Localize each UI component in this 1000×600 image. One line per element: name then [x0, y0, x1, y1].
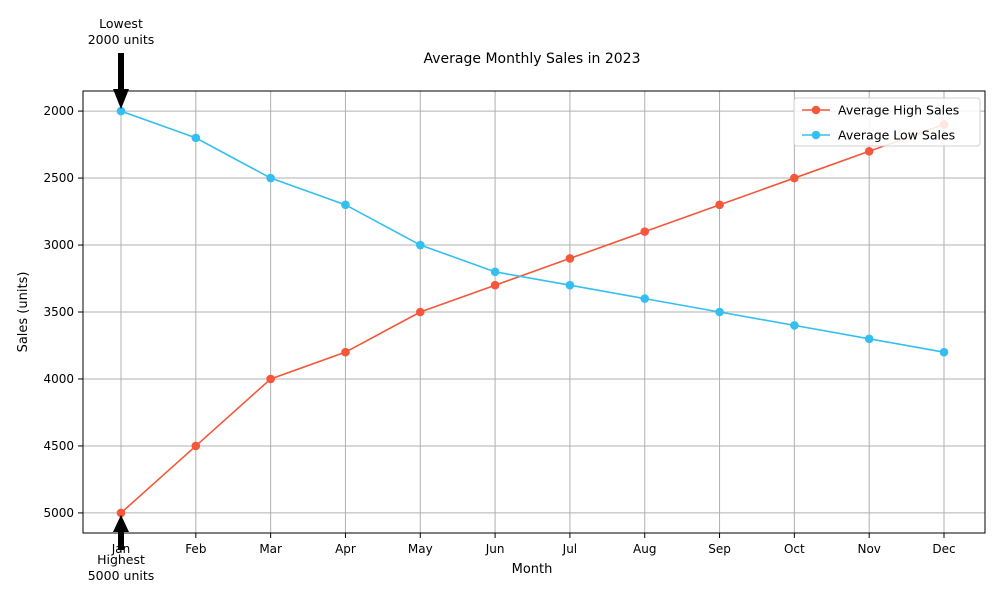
series-0-point — [640, 227, 650, 236]
series-0-point — [266, 374, 275, 384]
x-tick-label: Oct — [784, 542, 805, 556]
x-tick-label: Nov — [857, 542, 880, 556]
x-tick-label: Jul — [562, 542, 577, 556]
chart-title: Average Monthly Sales in 2023 — [424, 51, 641, 67]
series-1-point — [640, 294, 650, 303]
legend-label: Average Low Sales — [838, 128, 955, 143]
annotation-label: 5000 units — [88, 568, 155, 583]
series-1-point — [864, 334, 874, 344]
x-tick-label: Sep — [708, 542, 731, 556]
annotation-label: Lowest — [99, 16, 143, 31]
y-tick-label: 3500 — [43, 305, 74, 319]
series-1-point — [415, 240, 425, 250]
annotation-label: Highest — [97, 552, 145, 567]
y-tick-label: 3000 — [43, 238, 74, 252]
series-0-point — [490, 280, 500, 290]
legend-box — [793, 97, 981, 147]
legend: Average High Sales Average Low Sales — [793, 97, 981, 147]
x-tick-label: Mar — [259, 542, 282, 556]
x-tick-label: Jun — [485, 542, 505, 556]
annotation-label: 2000 units — [88, 32, 155, 47]
series-line-1 — [120, 110, 945, 353]
y-tick-label: 2500 — [43, 171, 74, 185]
series-0-point — [864, 146, 874, 156]
y-tick-label: 5000 — [43, 506, 74, 520]
x-axis-label: Month — [512, 562, 553, 577]
series-1-point — [715, 307, 724, 317]
annotation-arrow-head — [113, 514, 129, 532]
annotation-arrow-shaft — [118, 530, 124, 550]
x-tick-label: Aug — [633, 542, 656, 556]
y-axis: 2000 2500 3000 3500 4000 4500 5000 — [43, 104, 83, 520]
series-1-point — [341, 200, 350, 210]
legend-swatch-marker — [811, 130, 821, 140]
series-1-point — [116, 106, 126, 116]
series-0-point — [790, 173, 799, 183]
series-0-point — [191, 441, 201, 451]
annotation-arrow-head — [113, 89, 129, 110]
series-1-point — [191, 133, 201, 143]
series-1-point — [266, 173, 275, 183]
y-tick-label: 4500 — [43, 439, 74, 453]
x-tick-label: Apr — [335, 542, 356, 556]
y-tick-label: 2000 — [43, 104, 74, 118]
y-tick-label: 4000 — [43, 372, 74, 386]
series-0-point — [116, 508, 126, 518]
grid — [83, 91, 985, 533]
series-0-point — [565, 254, 575, 263]
series-1-point — [490, 267, 500, 277]
annotation-arrow-shaft — [118, 53, 124, 91]
x-axis: JanFebMarAprMayJunJulAugSepOctNovDec — [111, 533, 956, 556]
series-line-0 — [120, 123, 945, 514]
legend-swatch-marker — [811, 105, 821, 115]
series-1-point — [939, 347, 949, 357]
x-tick-label: May — [408, 542, 433, 556]
x-tick-label: Dec — [932, 542, 955, 556]
legend-label: Average High Sales — [838, 103, 959, 118]
series-1-point — [790, 321, 799, 330]
series-1-point — [565, 280, 575, 290]
x-tick-label: Feb — [185, 542, 206, 556]
y-axis-label: Sales (units) — [16, 272, 31, 353]
series-0-point — [341, 347, 350, 357]
series-0-point — [715, 200, 724, 210]
series-0-point — [415, 307, 425, 317]
